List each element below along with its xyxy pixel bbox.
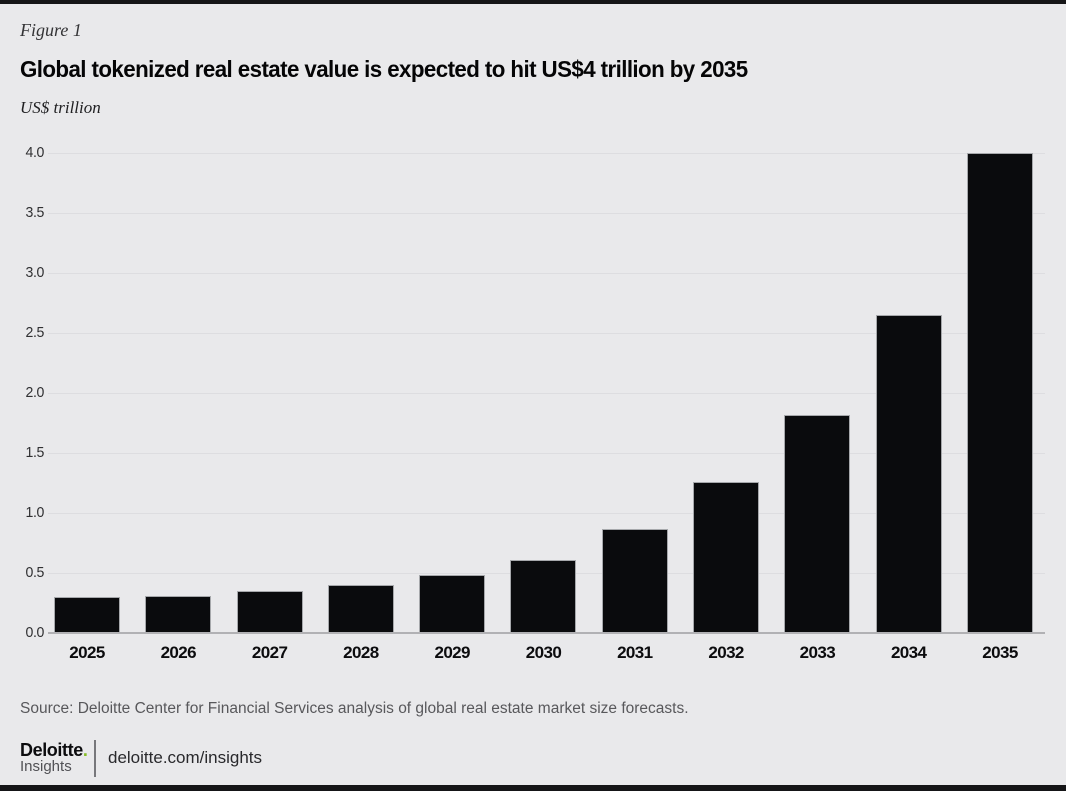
y-axis-tick-label-3.5: 3.5 (25, 204, 45, 221)
bar-2031 (601, 529, 668, 633)
gridline-2.0 (48, 393, 1045, 394)
bar-column-2030: 2030 (510, 153, 577, 662)
x-axis-line (48, 632, 1045, 634)
y-axis-unit-label: US$ trillion (20, 98, 101, 117)
x-axis-tick-label-2033: 2033 (799, 643, 836, 662)
bar-chart: 4.0 3.5 3.0 2.5 2.0 1.5 1.0 0.5 0.0 2025 2026 2027… (26, 144, 1045, 662)
bottom-strip (0, 785, 1066, 791)
bar-column-2033: 2033 (784, 153, 851, 662)
bar-2027 (236, 591, 303, 633)
figure-label: Figure 1 (20, 20, 82, 40)
y-axis-tick-label-4.0: 4.0 (25, 144, 45, 161)
gridline-4.0 (48, 153, 1045, 154)
y-axis-tick-label-0.0: 0.0 (25, 624, 45, 641)
y-axis-tick-label-0.5: 0.5 (25, 564, 45, 581)
bar-column-2034: 2034 (875, 153, 942, 662)
bar-2026 (145, 596, 212, 633)
y-axis-tick-label-1.5: 1.5 (25, 444, 45, 461)
gridline-1.5 (48, 453, 1045, 454)
deloitte-wordmark: Deloitte. (20, 740, 88, 760)
x-axis-tick-label-2026: 2026 (160, 643, 197, 662)
bar-2032 (693, 482, 760, 633)
footer-url: deloitte.com/insights (108, 748, 263, 767)
bar-column-2031: 2031 (601, 153, 668, 662)
x-axis-tick-label-2029: 2029 (434, 643, 470, 662)
bar-column-2028: 2028 (327, 153, 394, 662)
x-axis-tick-label-2030: 2030 (525, 643, 562, 662)
deloitte-insights-logo: Deloitte. Insights (20, 740, 88, 775)
bar-column-2025: 2025 (54, 153, 120, 662)
gridline-3.5 (48, 213, 1045, 214)
gridline-2.5 (48, 333, 1045, 334)
x-axis-tick-label-2035: 2035 (982, 643, 1018, 662)
gridline-1.0 (48, 513, 1045, 514)
source-text: Source: Deloitte Center for Financial Se… (20, 700, 689, 717)
bar-2029 (419, 575, 486, 633)
bars-container: 2025 2026 2027 2028 2029 2030 2031 2032 2033 2034… (54, 153, 1033, 662)
x-axis-tick-label-2034: 2034 (890, 643, 927, 662)
bar-column-2035: 2035 (966, 153, 1033, 662)
x-axis-tick-label-2027: 2027 (251, 643, 288, 662)
bar-2030 (510, 560, 577, 633)
y-axis-tick-label-2.0: 2.0 (25, 384, 45, 401)
gridline-3.0 (48, 273, 1045, 274)
deloitte-green-dot: . (82, 740, 88, 760)
x-axis-tick-label-2025: 2025 (69, 643, 105, 662)
bar-column-2032: 2032 (693, 153, 760, 662)
insights-label: Insights (20, 758, 72, 775)
page-title: Global tokenized real estate value is ex… (20, 56, 748, 82)
bar-2034 (875, 315, 942, 633)
y-axis-tick-label-1.0: 1.0 (25, 504, 45, 521)
bar-column-2026: 2026 (145, 153, 212, 662)
deloitte-wordmark-text: Deloitte (20, 740, 83, 760)
y-axis-tick-label-3.0: 3.0 (25, 264, 45, 281)
bar-2025 (54, 597, 120, 633)
bar-2033 (784, 415, 851, 633)
bar-2035 (966, 153, 1033, 633)
bar-2028 (327, 585, 394, 633)
top-strip (0, 0, 1066, 4)
bar-column-2029: 2029 (419, 153, 486, 662)
x-axis-tick-label-2031: 2031 (617, 643, 653, 662)
footer-divider (94, 740, 96, 777)
x-axis-tick-label-2028: 2028 (343, 643, 379, 662)
bar-column-2027: 2027 (236, 153, 303, 662)
x-axis-tick-label-2032: 2032 (708, 643, 744, 662)
y-axis-tick-label-2.5: 2.5 (25, 324, 45, 341)
